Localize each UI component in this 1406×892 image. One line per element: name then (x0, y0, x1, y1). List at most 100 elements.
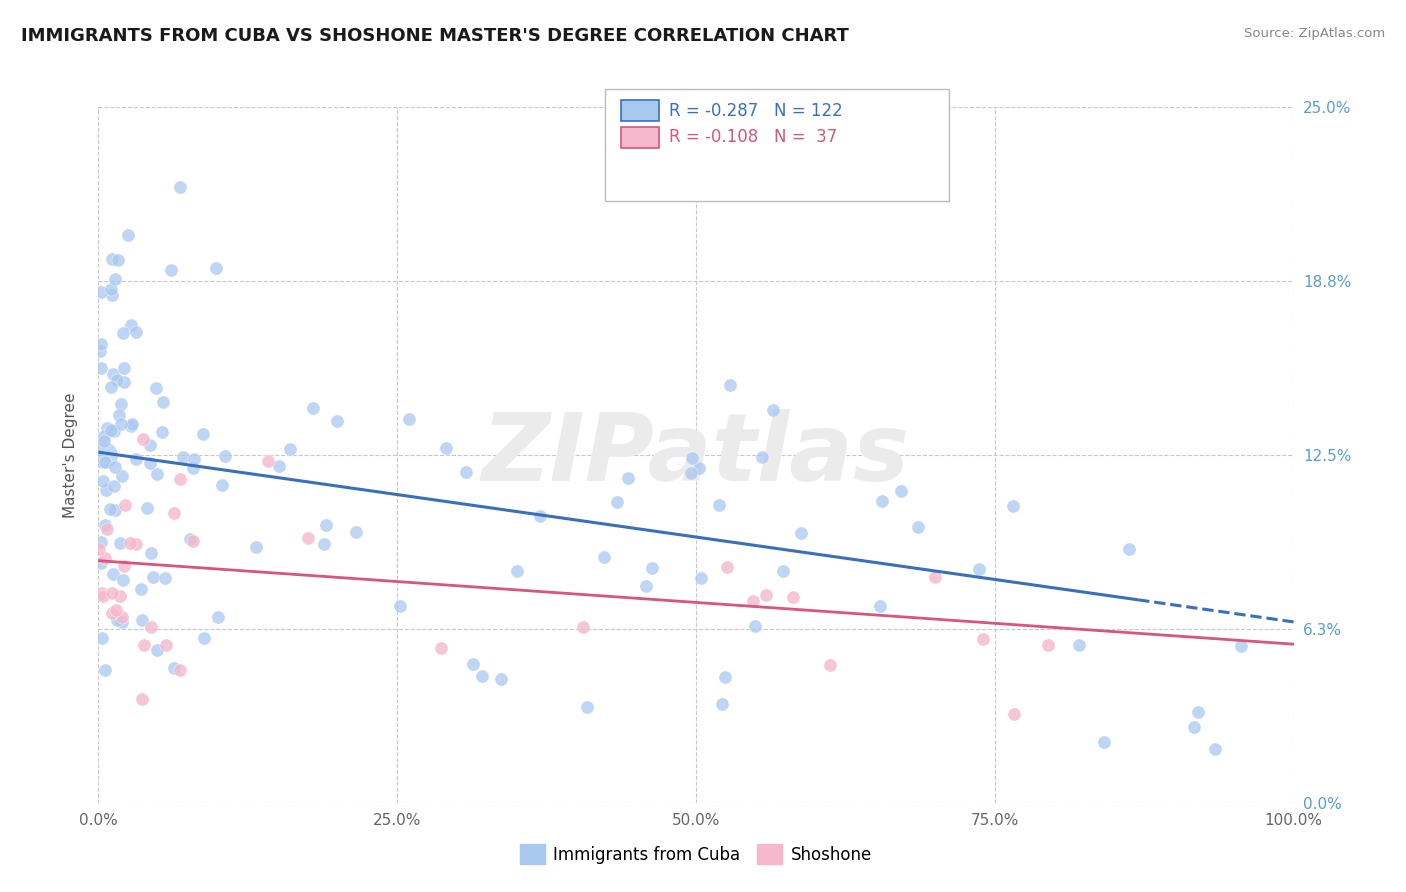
Point (100, 282, 122, 296)
Point (211, 477, 233, 491)
Point (688, 461, 710, 475)
Point (90, 336, 112, 351)
Point (110, 397, 132, 411)
Point (1002, 706, 1025, 721)
Point (132, 638, 155, 652)
Point (110, 589, 132, 603)
Point (117, 227, 139, 242)
Point (139, 546, 162, 560)
Point (91, 474, 114, 488)
Point (132, 433, 155, 447)
Legend: Immigrants from Cuba, Shoshone: Immigrants from Cuba, Shoshone (513, 838, 879, 871)
Point (772, 564, 794, 578)
Point (96, 483, 118, 498)
Point (94, 517, 117, 532)
Point (172, 450, 194, 464)
Point (124, 326, 146, 340)
Point (972, 632, 994, 646)
Point (398, 411, 420, 425)
Point (90, 361, 112, 376)
Point (572, 619, 595, 633)
Point (326, 414, 349, 428)
Point (120, 318, 142, 332)
Point (163, 661, 186, 675)
Point (789, 525, 811, 540)
Point (159, 262, 181, 277)
Point (101, 566, 124, 581)
Point (506, 565, 529, 579)
Point (100, 252, 122, 266)
Point (636, 579, 658, 593)
Point (118, 536, 141, 550)
Point (162, 506, 184, 520)
Y-axis label: Master's Degree: Master's Degree (63, 392, 77, 517)
Point (107, 253, 129, 268)
Point (716, 560, 738, 574)
Point (90, 586, 112, 600)
Point (761, 403, 783, 417)
Point (529, 508, 551, 523)
Point (869, 599, 891, 614)
Point (111, 326, 134, 341)
Point (710, 698, 733, 712)
Point (181, 461, 204, 475)
Point (110, 417, 132, 431)
Point (105, 603, 128, 617)
Point (256, 454, 278, 468)
Point (245, 540, 267, 554)
Point (100, 607, 122, 621)
Point (155, 638, 177, 652)
Point (93, 434, 115, 448)
Point (145, 642, 167, 657)
Point (315, 518, 337, 533)
Point (103, 425, 125, 439)
Point (1067, 638, 1090, 652)
Point (454, 465, 477, 479)
Point (138, 456, 160, 470)
Point (681, 466, 703, 480)
Point (111, 469, 134, 483)
Point (90, 285, 112, 299)
Point (111, 615, 134, 629)
Point (890, 484, 912, 499)
Point (297, 531, 319, 545)
Point (430, 640, 453, 655)
Point (193, 631, 215, 645)
Point (107, 408, 129, 422)
Point (751, 450, 773, 464)
Point (967, 562, 990, 576)
Point (1092, 735, 1115, 749)
Point (93, 429, 115, 443)
Point (575, 699, 598, 714)
Point (145, 381, 167, 395)
Point (105, 613, 128, 627)
Point (101, 586, 124, 600)
Point (1184, 720, 1206, 734)
Point (742, 594, 765, 608)
Point (139, 438, 162, 452)
Point (104, 503, 127, 517)
Point (90, 535, 112, 549)
Point (207, 610, 229, 624)
Point (461, 657, 484, 671)
Point (1118, 541, 1140, 556)
Point (90, 556, 112, 570)
Point (124, 452, 146, 467)
Point (707, 498, 730, 512)
Point (640, 561, 662, 575)
Point (121, 417, 143, 432)
Point (131, 582, 153, 597)
Point (718, 378, 741, 392)
Point (146, 467, 169, 482)
Point (139, 619, 162, 633)
Text: Source: ZipAtlas.com: Source: ZipAtlas.com (1244, 27, 1385, 40)
Point (108, 536, 131, 550)
Point (346, 524, 368, 539)
Point (606, 495, 628, 509)
Point (96, 522, 118, 536)
Point (120, 419, 142, 434)
Point (1036, 638, 1059, 652)
Point (125, 536, 148, 550)
Point (91, 589, 114, 603)
Point (112, 375, 135, 389)
